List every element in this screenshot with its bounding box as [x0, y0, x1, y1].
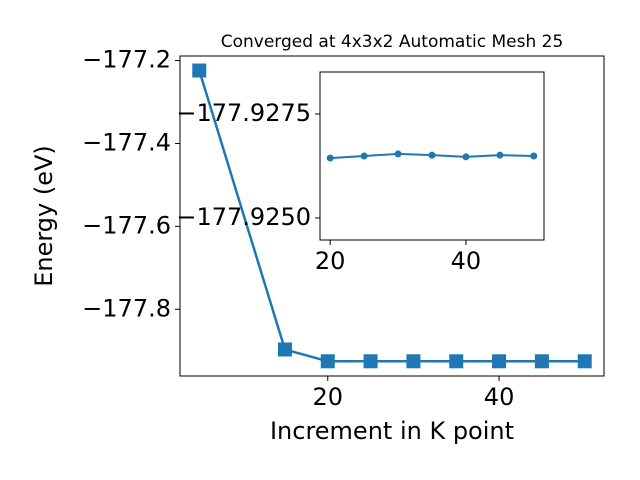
marker [192, 63, 207, 78]
marker [363, 354, 378, 369]
marker [326, 154, 334, 162]
chart-title: Converged at 4x3x2 Automatic Mesh 25 [221, 32, 564, 52]
y-tick-label: −177.6 [82, 211, 171, 239]
marker [406, 354, 421, 369]
marker [530, 152, 538, 160]
axes-frame [179, 55, 605, 377]
x-tick-label: 20 [315, 247, 346, 275]
x-tick-label: 40 [484, 383, 515, 411]
marker [492, 354, 507, 369]
marker [462, 153, 470, 161]
axes-frame [319, 71, 545, 241]
y-axis-label: Energy (eV) [30, 145, 58, 287]
y-tick-label: −177.4 [82, 128, 171, 156]
marker [320, 354, 335, 369]
marker [394, 150, 402, 158]
y-tick-label: −177.8 [82, 294, 171, 322]
x-tick-label: 40 [451, 247, 482, 275]
marker [277, 342, 292, 357]
marker [428, 151, 436, 159]
marker [360, 152, 368, 160]
marker [449, 354, 464, 369]
x-tick-label: 20 [312, 383, 343, 411]
y-tick-label: −177.9250 [176, 203, 311, 231]
marker [534, 354, 549, 369]
y-tick-label: −177.2 [82, 46, 171, 74]
x-axis-label: Increment in K point [270, 417, 514, 445]
marker [496, 151, 504, 159]
marker [577, 354, 592, 369]
y-tick-label: −177.9275 [176, 99, 311, 127]
